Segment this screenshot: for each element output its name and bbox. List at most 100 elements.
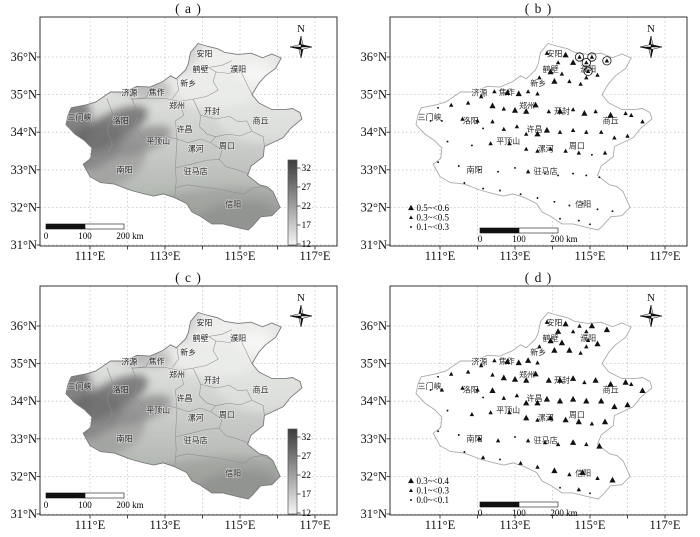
city-label: 周口 (569, 141, 585, 150)
compass-icon: N (289, 23, 313, 59)
station-marker-triangle-small (623, 111, 628, 116)
station-marker-triangle-large (532, 370, 539, 377)
prefecture-border-line (208, 329, 232, 337)
city-label: 信阳 (225, 199, 241, 209)
legend-label: 0.3~<0.5 (417, 213, 450, 223)
city-label: 濮阳 (230, 333, 246, 343)
station-marker-dot (478, 168, 481, 171)
scale-bar: 0 100 200 km (478, 501, 578, 518)
station-marker-triangle-small (439, 387, 445, 392)
prefecture-border-line (131, 367, 144, 407)
station-marker-triangle-small (501, 395, 506, 400)
station-marker-dot (499, 458, 501, 461)
city-label: 三门峡 (68, 381, 92, 391)
station-marker-triangle-small (507, 141, 512, 146)
station-marker-triangle-small (625, 133, 630, 138)
station-marker-triangle-small (535, 148, 540, 153)
city-label: 周口 (569, 410, 585, 419)
station-marker-dot (440, 119, 443, 122)
city-label: 信阳 (225, 468, 241, 478)
station-marker-triangle-large (543, 126, 550, 133)
prefecture-border-line (215, 400, 252, 406)
terrain-shade (66, 363, 92, 417)
x-axis-label: 117°E (650, 249, 681, 263)
scale-bar-white (84, 492, 125, 499)
station-marker-triangle-large (570, 439, 577, 445)
station-marker-triangle-small (490, 119, 495, 124)
x-axis-label: 117°E (300, 518, 331, 532)
station-marker-dot (446, 409, 449, 412)
x-axis-label: 111°E (75, 518, 106, 532)
station-marker-triangle-large (575, 418, 582, 425)
station-marker-triangle-small (567, 79, 572, 84)
station-marker-triangle-small (595, 72, 600, 77)
station-marker-triangle-small (584, 344, 589, 349)
compass-arm (650, 46, 663, 50)
station-marker-triangle-large (588, 322, 595, 329)
city-label: 周口 (219, 141, 235, 150)
prefecture-border-line (208, 336, 219, 360)
station-marker-triangle-large (547, 414, 554, 421)
y-axis-label: 33°N (10, 163, 37, 177)
y-axis-label: 31°N (360, 507, 387, 521)
city-label: 焦作 (149, 356, 165, 366)
station-marker-triangle-small (537, 75, 542, 80)
compass-arm (289, 44, 302, 48)
city-label: 洛阳 (463, 116, 479, 126)
city-label: 商丘 (253, 385, 269, 395)
station-marker-triangle-small (584, 442, 589, 447)
city-label: 安阳 (546, 49, 562, 59)
station-marker-dot (497, 170, 500, 173)
colorbar-tick-label: 27 (302, 452, 312, 462)
station-marker-triangle-large (581, 110, 588, 116)
station-marker-triangle-small (488, 141, 493, 146)
station-marker-triangle-small (593, 109, 598, 114)
y-axis-label: 33°N (360, 163, 387, 177)
station-marker-triangle-small (599, 129, 604, 134)
station-marker-triangle-large (556, 108, 564, 114)
legend-label: 0.5~<0.6 (417, 203, 450, 213)
city-label: 新乡 (530, 78, 546, 88)
scale-label-100: 100 (78, 500, 92, 510)
station-marker-dot (514, 435, 516, 438)
station-marker-triangle (589, 54, 595, 59)
axes: 111°E 113°E 115°E 117°E 36°N 35°N 34°N 33°N 32°N… (360, 16, 688, 263)
panel-d: 安阳鹤壁濮阳新乡济源焦作郑州开封三门峡洛阳商丘许昌平顶山漯河周口南阳驻马店信阳N… (350, 269, 700, 537)
station-marker-dot (499, 189, 501, 192)
x-axis-label: 113°E (150, 518, 181, 532)
station-marker-triangle-large (639, 387, 646, 393)
x-axis-label: 115°E (225, 518, 256, 532)
station-marker-triangle-small (584, 75, 589, 80)
y-axis-label: 36°N (10, 319, 37, 333)
station-marker-triangle-large (489, 102, 496, 109)
station-marker-triangle-small (576, 487, 581, 492)
prefecture-border-line (215, 69, 253, 95)
station-marker-triangle-small (409, 215, 413, 220)
y-axis-label: 33°N (10, 432, 37, 446)
station-marker-triangle-small (629, 112, 634, 117)
station-marker-triangle-large (562, 416, 569, 423)
city-label: 许昌 (527, 393, 543, 403)
station-marker-triangle-small (449, 371, 454, 376)
station-marker-triangle-large (558, 339, 565, 346)
city-label: 漯河 (188, 412, 204, 422)
station-marker-dot (589, 492, 591, 495)
station-marker-triangle-large (543, 395, 550, 402)
province-boundary (415, 311, 653, 500)
station-marker-dot (557, 174, 560, 177)
y-axis-label: 35°N (10, 357, 37, 371)
city-label: 鹤壁 (193, 333, 209, 343)
panel-a: 安阳 鹤壁 濮阳 新乡 济源 焦作 郑州 开封 三门峡 洛阳 商丘 许昌 平顶山 漯河 周口 南阳 驻马店 信阳 N… (0, 0, 350, 268)
colorbar-tick-label: 32 (302, 433, 312, 443)
station-marker-triangle-large (570, 375, 577, 381)
scale-bar-black (479, 501, 520, 508)
city-label: 濮阳 (230, 64, 246, 74)
station-marker-triangle (577, 54, 582, 59)
city-label: 新乡 (180, 347, 196, 357)
y-axis-label: 36°N (360, 50, 387, 64)
station-marker-triangle-small (488, 410, 493, 415)
station-marker-triangle-small (578, 81, 583, 86)
city-label: 周口 (219, 410, 235, 419)
